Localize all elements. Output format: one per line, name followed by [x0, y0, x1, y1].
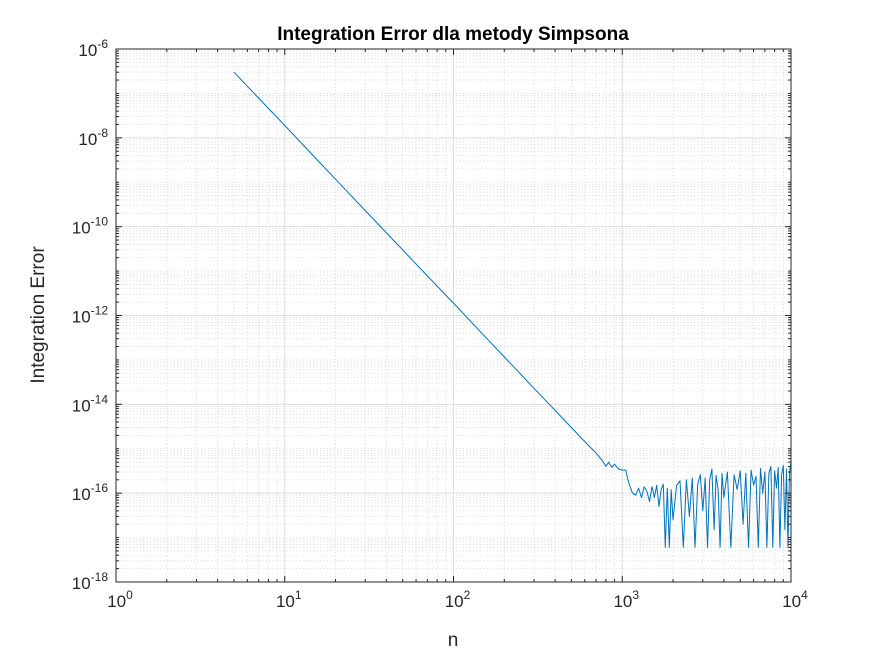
- x-tick-label: 100: [107, 588, 133, 611]
- error-series-line: [233, 71, 792, 548]
- x-tick-label: 103: [613, 588, 639, 611]
- x-tick-label: 101: [276, 588, 302, 611]
- y-tick-label: 10-14: [72, 392, 109, 415]
- x-tick-label: 102: [445, 588, 471, 611]
- axis-ticks: [115, 48, 792, 583]
- chart-title: Integration Error dla metody Simpsona: [277, 24, 629, 45]
- y-axis-label: Integration Error: [28, 246, 49, 384]
- x-tick-label: 104: [782, 588, 808, 611]
- x-tick-labels: 100 101 102 103 104: [107, 588, 808, 611]
- y-tick-label: 10-6: [78, 37, 108, 60]
- y-tick-label: 10-8: [78, 126, 108, 149]
- plot-area: [233, 71, 792, 548]
- y-tick-label: 10-16: [72, 481, 109, 504]
- y-tick-label: 10-10: [72, 215, 109, 238]
- y-tick-labels: 10-6 10-8 10-10 10-12 10-14 10-16 10-18: [72, 37, 109, 593]
- y-tick-label: 10-18: [72, 570, 109, 593]
- y-tick-label: 10-12: [72, 304, 109, 327]
- x-axis-label: n: [448, 630, 459, 651]
